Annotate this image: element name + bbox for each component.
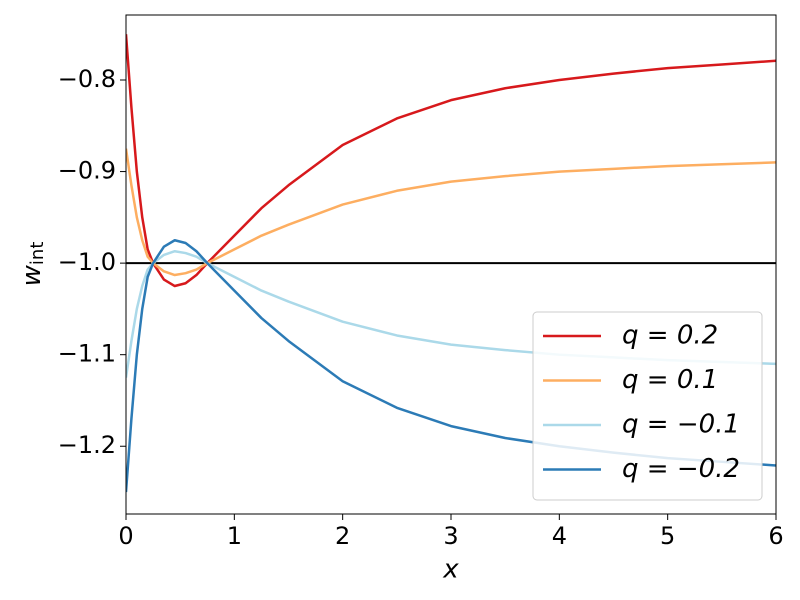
x-tick-label: 5 bbox=[660, 522, 675, 550]
x-tick-label: 4 bbox=[552, 522, 567, 550]
y-tick-label: −0.8 bbox=[58, 65, 116, 93]
y-label-base: w bbox=[17, 264, 47, 286]
legend-label: q = −0.1 bbox=[622, 410, 740, 440]
x-tick-label: 6 bbox=[768, 522, 783, 550]
y-tick-label: −1.2 bbox=[58, 431, 116, 459]
y-tick-label: −1.0 bbox=[58, 248, 116, 276]
x-tick-label: 1 bbox=[227, 522, 242, 550]
legend-box bbox=[532, 311, 763, 501]
y-label-subscript: int bbox=[27, 242, 48, 265]
y-tick-label: −0.9 bbox=[58, 157, 116, 185]
y-tick-label: −1.1 bbox=[58, 340, 116, 368]
legend-label: q = −0.2 bbox=[622, 454, 740, 484]
y-axis-label: wint bbox=[17, 242, 49, 287]
x-axis-label: x bbox=[442, 555, 459, 585]
series-line bbox=[126, 148, 776, 277]
legend-label: q = 0.2 bbox=[622, 321, 718, 351]
series-line bbox=[126, 34, 776, 288]
x-tick-label: 3 bbox=[443, 522, 458, 550]
x-tick-label: 2 bbox=[335, 522, 350, 550]
legend-label: q = 0.1 bbox=[622, 365, 718, 395]
plot-frame bbox=[125, 14, 777, 515]
x-tick-label: 0 bbox=[118, 522, 133, 550]
